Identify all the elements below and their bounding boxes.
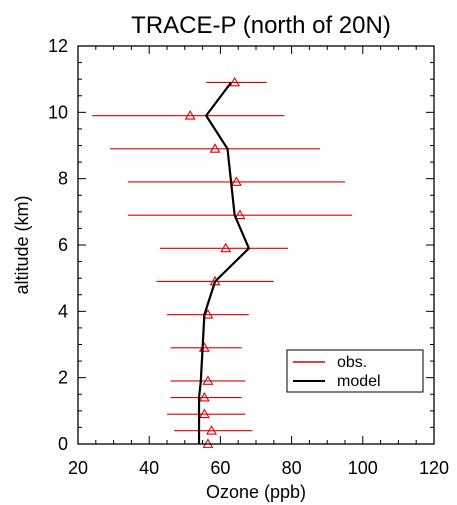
obs-marker bbox=[209, 143, 221, 153]
x-tick-label: 80 bbox=[282, 458, 302, 478]
obs-marker bbox=[206, 425, 217, 435]
y-tick-label: 12 bbox=[48, 36, 68, 56]
y-tick-label: 6 bbox=[58, 235, 68, 255]
model-series bbox=[197, 81, 250, 444]
legend-box bbox=[286, 349, 424, 393]
obs-marker bbox=[198, 391, 210, 402]
obs-marker bbox=[229, 76, 241, 87]
obs-marker bbox=[230, 176, 242, 186]
y-axis-label: altitude (km) bbox=[12, 195, 32, 294]
x-tick-label: 60 bbox=[210, 458, 230, 478]
y-tick-label: 10 bbox=[48, 102, 68, 122]
x-tick-label: 20 bbox=[68, 458, 88, 478]
chart-title: TRACE-P (north of 20N) bbox=[131, 12, 391, 39]
legend-label-obs: obs. bbox=[337, 354, 367, 371]
legend-label-model: model bbox=[337, 373, 381, 390]
obs-marker bbox=[234, 209, 246, 220]
obs-marker bbox=[220, 242, 232, 253]
x-axis-label: Ozone (ppb) bbox=[206, 482, 306, 502]
obs-marker bbox=[184, 110, 196, 120]
obs-marker bbox=[198, 408, 210, 419]
y-tick-label: 8 bbox=[58, 169, 68, 189]
x-tick-label: 120 bbox=[419, 458, 449, 478]
y-tick-label: 4 bbox=[58, 301, 68, 321]
model-line bbox=[197, 81, 250, 444]
obs-marker bbox=[202, 375, 214, 385]
obs-marker bbox=[198, 342, 210, 352]
x-tick-label: 40 bbox=[139, 458, 159, 478]
plot-frame bbox=[77, 45, 435, 445]
ticks-layer: 20 40 60 80 100 120 0 2 4 6 8 10 12 bbox=[48, 36, 449, 478]
x-tick-label: 100 bbox=[348, 458, 378, 478]
legend: obs. model bbox=[286, 349, 424, 393]
y-tick-label: 2 bbox=[58, 368, 68, 388]
y-tick-label: 0 bbox=[58, 434, 68, 454]
